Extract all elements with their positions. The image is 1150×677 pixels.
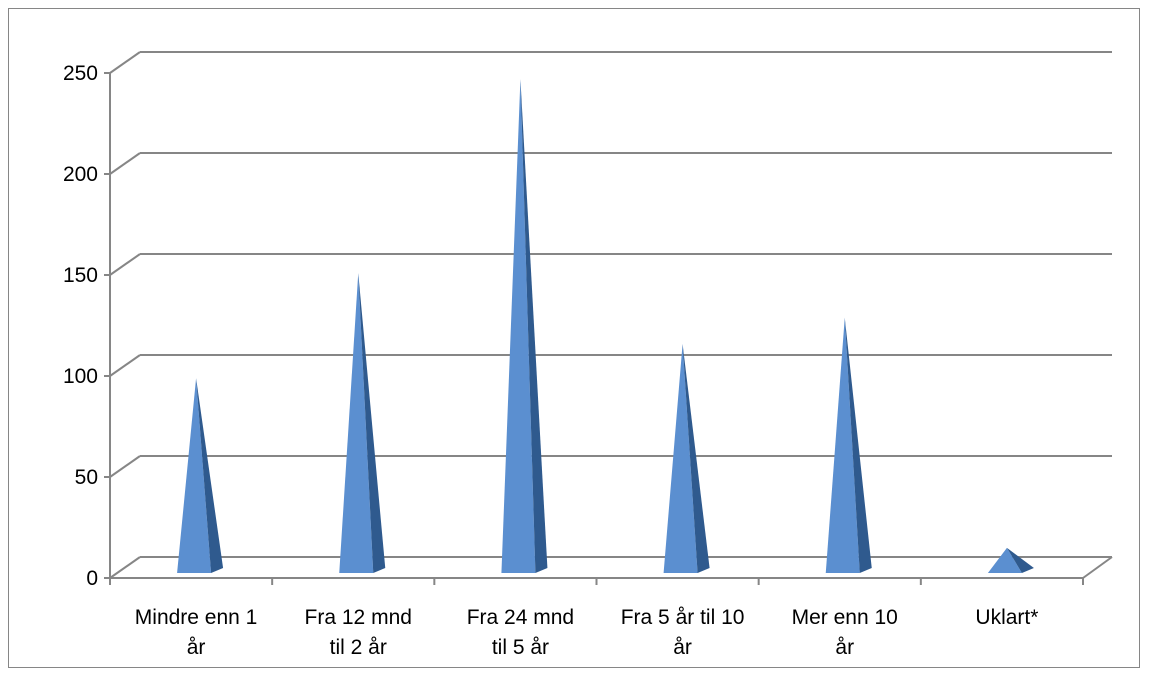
cone-face-front [177, 378, 212, 573]
y-tick-label: 250 [63, 62, 98, 85]
x-tick-label: Fra 24 mnd til 5 år [467, 606, 574, 659]
cone-face-shade [196, 378, 224, 573]
gridline-depth [109, 354, 141, 377]
gridlines [109, 51, 1112, 579]
gridline-depth [109, 455, 141, 478]
cone-face-shade [520, 79, 548, 574]
cone-face-front [339, 273, 374, 573]
x-tick-label: Mindre enn 1 år [135, 606, 258, 659]
y-tick-label: 100 [63, 365, 98, 388]
cone-bar [825, 317, 872, 573]
gridline-depth [109, 556, 141, 579]
floor-edge [1082, 556, 1113, 579]
cone-bar [501, 79, 548, 574]
cone-bar [987, 547, 1034, 573]
cone-face-shade [1006, 547, 1034, 573]
gridline-depth [109, 152, 141, 175]
gridline-depth [109, 51, 141, 74]
y-tick-label: 150 [63, 264, 98, 287]
cone-face-front [987, 547, 1022, 573]
cone-face-front [825, 317, 860, 573]
x-tick-label: Mer enn 10 år [792, 606, 898, 659]
gridline-depth [109, 253, 141, 276]
x-tick-label: Fra 12 mnd til 2 år [305, 606, 412, 659]
cone-face-shade [358, 273, 386, 573]
cone-face-front [663, 343, 698, 573]
y-tick-label: 50 [75, 466, 98, 489]
cone-bar [177, 378, 224, 573]
y-tick-label: 200 [63, 163, 98, 186]
cone-face-front [501, 79, 536, 574]
x-tick-label: Uklart* [975, 606, 1038, 629]
cone-bar [663, 343, 710, 573]
cone-face-shade [682, 343, 710, 573]
cone-face-shade [844, 317, 872, 573]
cone-bar [339, 273, 386, 573]
x-tick-label: Fra 5 år til 10 år [621, 606, 745, 659]
y-tick-label: 0 [86, 567, 98, 590]
